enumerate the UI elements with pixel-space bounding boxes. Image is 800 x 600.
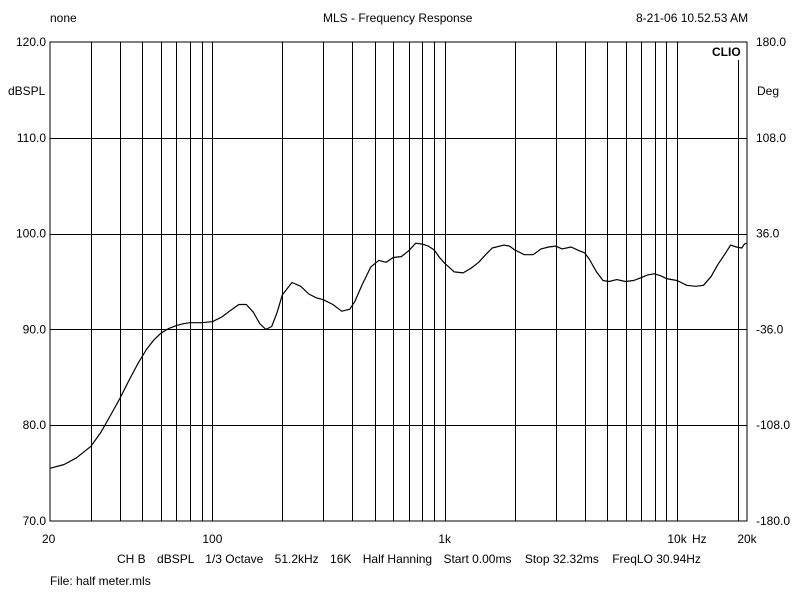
setting-smoothing: 1/3 Octave: [205, 552, 263, 566]
setting-units: dBSPL: [157, 552, 194, 566]
setting-window: Half Hanning: [363, 552, 432, 566]
y-tick-label-right: -180.0: [756, 514, 790, 528]
tick-labels: 70.0 80.0 90.0 100.0 110.0 120.0 -180.0 -108.0 -…: [16, 35, 790, 546]
x-tick-label: 20: [42, 532, 56, 546]
x-tick-label: 100: [202, 532, 222, 546]
y-tick-label-right: 180.0: [756, 35, 786, 49]
x-tick-label: 10k: [667, 532, 687, 546]
setting-freq-lo: FreqLO 30.94Hz: [612, 552, 701, 566]
plot-area: [50, 243, 747, 468]
setting-stop: Stop 32.32ms: [525, 552, 599, 566]
brand-logo: CLIO: [712, 45, 741, 59]
grid: [50, 42, 747, 521]
x-axis-unit-label: Hz: [692, 532, 707, 546]
y-tick-label-right: 108.0: [756, 131, 786, 145]
y-axis-label-right: Deg: [757, 84, 779, 98]
file-name: File: half meter.mls: [50, 574, 151, 588]
y-tick-label-left: 110.0: [17, 131, 46, 145]
y-tick-label-left: 120.0: [16, 35, 46, 49]
y-tick-label-left: 70.0: [23, 514, 47, 528]
footer-settings: CH B dBSPL 1/3 Octave 51.2kHz 16K Half H…: [117, 552, 701, 566]
y-tick-label-right: -108.0: [756, 418, 790, 432]
setting-channel: CH B: [117, 552, 146, 566]
y-tick-label-left: 100.0: [16, 227, 46, 241]
y-tick-label-right: 36.0: [756, 227, 780, 241]
y-tick-label-left: 80.0: [23, 418, 47, 432]
y-tick-label-right: -36.0: [756, 322, 784, 336]
setting-sample-rate: 51.2kHz: [275, 552, 319, 566]
y-axis-label-left: dBSPL: [8, 84, 46, 98]
y-tick-label-left: 90.0: [23, 322, 47, 336]
x-tick-label: 1k: [438, 532, 452, 546]
setting-fft-size: 16K: [330, 552, 351, 566]
x-tick-label: 20k: [737, 532, 757, 546]
plot-frame: [50, 42, 747, 521]
frequency-response-line: [50, 243, 747, 468]
setting-start: Start 0.00ms: [443, 552, 511, 566]
